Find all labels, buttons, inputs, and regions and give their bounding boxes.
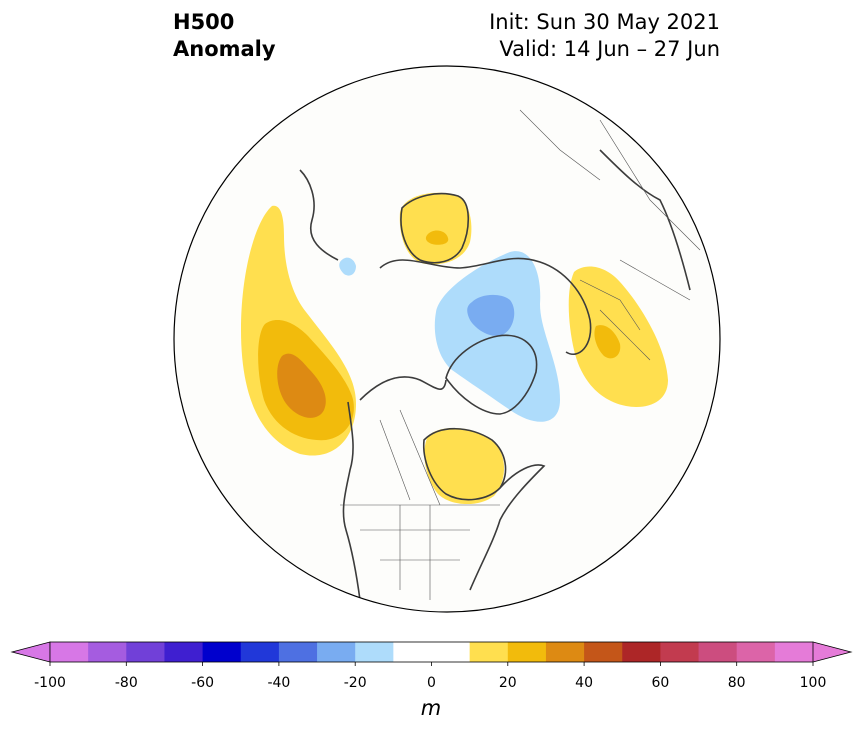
colorbar-tick-label: -100 (34, 675, 66, 691)
colorbar-cell (393, 642, 471, 662)
border-canada-provinces (379, 409, 441, 506)
coast-greenland (445, 334, 538, 415)
anomaly-greenland-minus30 (467, 294, 515, 336)
map-boundary (173, 65, 721, 613)
anomaly-pacific-40 (277, 353, 326, 418)
coast-east-asia (599, 149, 691, 291)
coast-scandinavia (400, 192, 470, 264)
colorbar-cell (50, 642, 89, 662)
colorbar-tick-label: -80 (114, 675, 138, 691)
colorbar-cell (164, 642, 204, 662)
anomaly-russia-30 (594, 325, 621, 359)
colorbar-tick-label: 0 (427, 675, 436, 691)
colorbar-cell (88, 642, 127, 662)
title-block-right: Init: Sun 30 May 2021 Valid: 14 Jun – 27… (489, 9, 720, 63)
border-asia-1 (599, 119, 701, 301)
colorbar-cell (584, 642, 623, 662)
colorbar-over-triangle (812, 641, 853, 663)
colorbar-cell (507, 642, 547, 662)
colorbar-cell (240, 642, 280, 662)
colorbar-tick-label: -60 (191, 675, 215, 691)
coast-alaska (359, 376, 447, 401)
border-russia-1 (519, 109, 601, 181)
colorbar-cell (660, 642, 700, 662)
colorbar-cell (622, 642, 661, 662)
anomaly-russia-20 (568, 266, 668, 407)
product-subtitle: Anomaly (173, 37, 276, 61)
coastlines (299, 149, 691, 601)
product-title: H500 (173, 10, 235, 34)
border-us-states-1 (360, 505, 470, 600)
anomaly-scandinavia-30 (425, 230, 449, 245)
colorbar-tick-label: -20 (343, 675, 367, 691)
colorbar-tick-label: 100 (799, 675, 827, 691)
colorbar-cell (698, 642, 738, 662)
colorbar-under-triangle (10, 641, 51, 663)
anomaly-scandinavia-20 (399, 192, 472, 265)
colorbar (10, 641, 853, 666)
coast-north-america-west (342, 401, 361, 601)
colorbar-cell (469, 642, 509, 662)
init-date: Init: Sun 30 May 2021 (489, 10, 720, 34)
anomaly-beaufort-minus20 (339, 257, 356, 276)
coast-eurasia-north (379, 257, 592, 355)
colorbar-cell (202, 642, 242, 662)
colorbar-tick-label: 20 (498, 675, 517, 691)
colorbar-cell (126, 642, 165, 662)
colorbar-tick-label: 80 (727, 675, 746, 691)
coast-north-america-east (469, 464, 546, 591)
colorbar-tick-label: 60 (651, 675, 670, 691)
border-europe-1 (579, 279, 651, 361)
anomaly-contours (241, 192, 668, 505)
colorbar-cell (355, 642, 394, 662)
colorbar-cell (278, 642, 318, 662)
anomaly-canada-20 (424, 427, 505, 505)
colorbar-cell (545, 642, 585, 662)
colorbar-unit: m (420, 696, 442, 720)
colorbar-tick-label: 40 (575, 675, 594, 691)
colorbar-tick-label: -40 (267, 675, 291, 691)
colorbar-cell (317, 642, 356, 662)
valid-range: Valid: 14 Jun – 27 Jun (499, 37, 720, 61)
coast-europe-west (299, 169, 339, 261)
colorbar-cell (774, 642, 814, 662)
title-block-left: H500 Anomaly (173, 9, 276, 63)
colorbar-cell (736, 642, 776, 662)
political-borders (340, 109, 701, 600)
